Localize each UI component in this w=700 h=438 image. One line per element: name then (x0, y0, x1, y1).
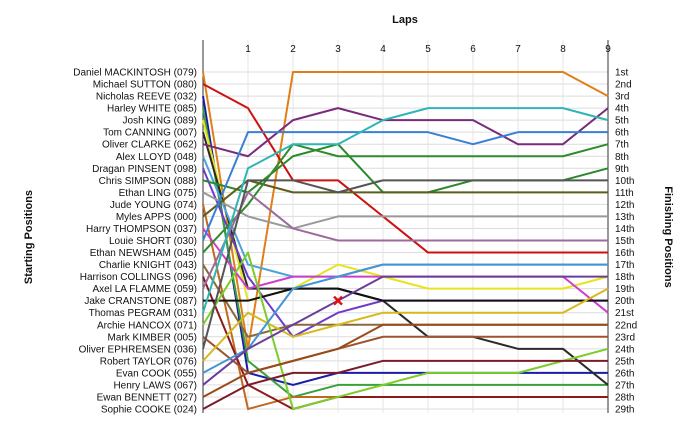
finishing-position-label: 28th (615, 392, 634, 403)
series-line (202, 323, 608, 398)
finishing-position-label: 10th (615, 176, 634, 187)
series-line (202, 287, 609, 362)
finishing-position-label: 16th (615, 248, 634, 259)
series-line (202, 263, 608, 374)
starting-position-label: Myles APPS (000) (116, 212, 197, 223)
starting-position-label: Henry LAWS (067) (113, 380, 197, 391)
starting-position-label: Ethan LING (075) (119, 188, 197, 199)
finishing-position-label: 18th (615, 272, 634, 283)
finishing-position-label: 22nd (615, 320, 637, 331)
starting-position-label: Michael SUTTON (080) (93, 80, 197, 91)
starting-position-label: Oliver CLARKE (062) (102, 140, 197, 151)
starting-position-label: Axel LA FLAMME (059) (93, 284, 197, 295)
x-tick-label: 8 (560, 44, 566, 55)
x-tick-label: 9 (605, 44, 611, 55)
starting-position-label: Oliver EPHREMSEN (036) (79, 344, 197, 355)
starting-position-label: Ewan BENNETT (027) (97, 392, 197, 403)
starting-position-label: Charlie KNIGHT (043) (99, 260, 197, 271)
finishing-position-label: 3rd (615, 92, 629, 103)
series-line (202, 83, 608, 254)
finishing-position-label: 13th (615, 212, 634, 223)
starting-position-label: Alex LLOYD (048) (116, 152, 197, 163)
starting-position-label: Ethan NEWSHAM (045) (90, 248, 197, 259)
left-axis-title: Starting Positions (23, 190, 35, 284)
series-line (202, 107, 609, 158)
starting-position-label: Harry THOMPSON (037) (86, 224, 197, 235)
starting-position-label: Daniel MACKINTOSH (079) (73, 68, 197, 79)
starting-position-label: Josh KING (089) (123, 116, 197, 127)
starting-position-label: Robert TAYLOR (076) (100, 356, 197, 367)
series-line (202, 179, 608, 350)
starting-position-label: Sophie COOKE (024) (101, 405, 197, 416)
finishing-position-label: 11th (615, 188, 634, 199)
series-line (202, 275, 608, 386)
series-line (202, 191, 608, 230)
starting-position-label: Jake CRANSTONE (087) (84, 296, 197, 307)
starting-position-label: Nicholas REEVE (032) (96, 92, 197, 103)
starting-position-label: Archie HANCOX (071) (97, 320, 197, 331)
series-line (202, 131, 609, 386)
series-line (202, 251, 609, 410)
series-line (202, 276, 608, 410)
finishing-position-label: 9th (615, 164, 629, 175)
starting-position-label: Dragan PINSENT (098) (92, 164, 197, 175)
finishing-position-label: 21st (615, 308, 634, 319)
finishing-position-label: 20th (615, 296, 634, 307)
finishing-position-label: 29th (615, 405, 634, 416)
finishing-position-label: 4th (615, 104, 629, 115)
finishing-position-label: 2nd (615, 80, 632, 91)
finishing-position-label: 5th (615, 116, 629, 127)
x-axis-title: Laps (392, 14, 418, 26)
finishing-position-label: 25th (615, 356, 634, 367)
finishing-position-label: 19th (615, 284, 634, 295)
starting-position-label: Harley WHITE (085) (107, 104, 197, 115)
starting-position-label: Jude YOUNG (074) (110, 200, 197, 211)
starting-position-label: Mark KIMBER (005) (108, 332, 197, 343)
right-axis-title: Finishing Positions (662, 186, 674, 287)
finishing-position-label: 14th (615, 224, 634, 235)
series-line (202, 143, 609, 254)
finishing-position-label: 7th (615, 140, 629, 151)
x-tick-label: 4 (380, 44, 386, 55)
finishing-position-label: 8th (615, 152, 629, 163)
x-tick-label: 7 (515, 44, 521, 55)
starting-position-label: Evan COOK (055) (116, 368, 197, 379)
finishing-position-label: 26th (615, 368, 634, 379)
starting-position-label: Louie SHORT (030) (109, 236, 197, 247)
starting-position-label: Chris SIMPSON (088) (99, 176, 197, 187)
retired-marker (333, 295, 343, 306)
finishing-position-label: 15th (615, 236, 634, 247)
finishing-position-label: 24th (615, 344, 634, 355)
finishing-position-label: 23rd (615, 332, 635, 343)
starting-position-label: Tom CANNING (007) (103, 128, 197, 139)
x-tick-label: 1 (245, 44, 251, 55)
finishing-position-label: 6th (615, 128, 629, 139)
finishing-position-label: 17th (615, 260, 634, 271)
x-tick-label: 2 (290, 44, 296, 55)
series-line (202, 131, 608, 241)
series-line (202, 107, 609, 314)
finishing-position-label: 27th (615, 380, 634, 391)
series-line (202, 359, 608, 410)
series-line (203, 287, 608, 302)
finishing-position-label: 1st (615, 68, 629, 79)
x-tick-label: 5 (425, 44, 431, 55)
finishing-position-label: 12th (615, 200, 634, 211)
series-line (202, 179, 608, 218)
starting-position-label: Thomas PEGRAM (031) (89, 308, 197, 319)
x-tick-label: 3 (335, 44, 341, 55)
x-tick-label: 6 (470, 44, 476, 55)
starting-position-label: Harrison COLLINGS (096) (80, 272, 197, 283)
series-line (202, 191, 608, 290)
